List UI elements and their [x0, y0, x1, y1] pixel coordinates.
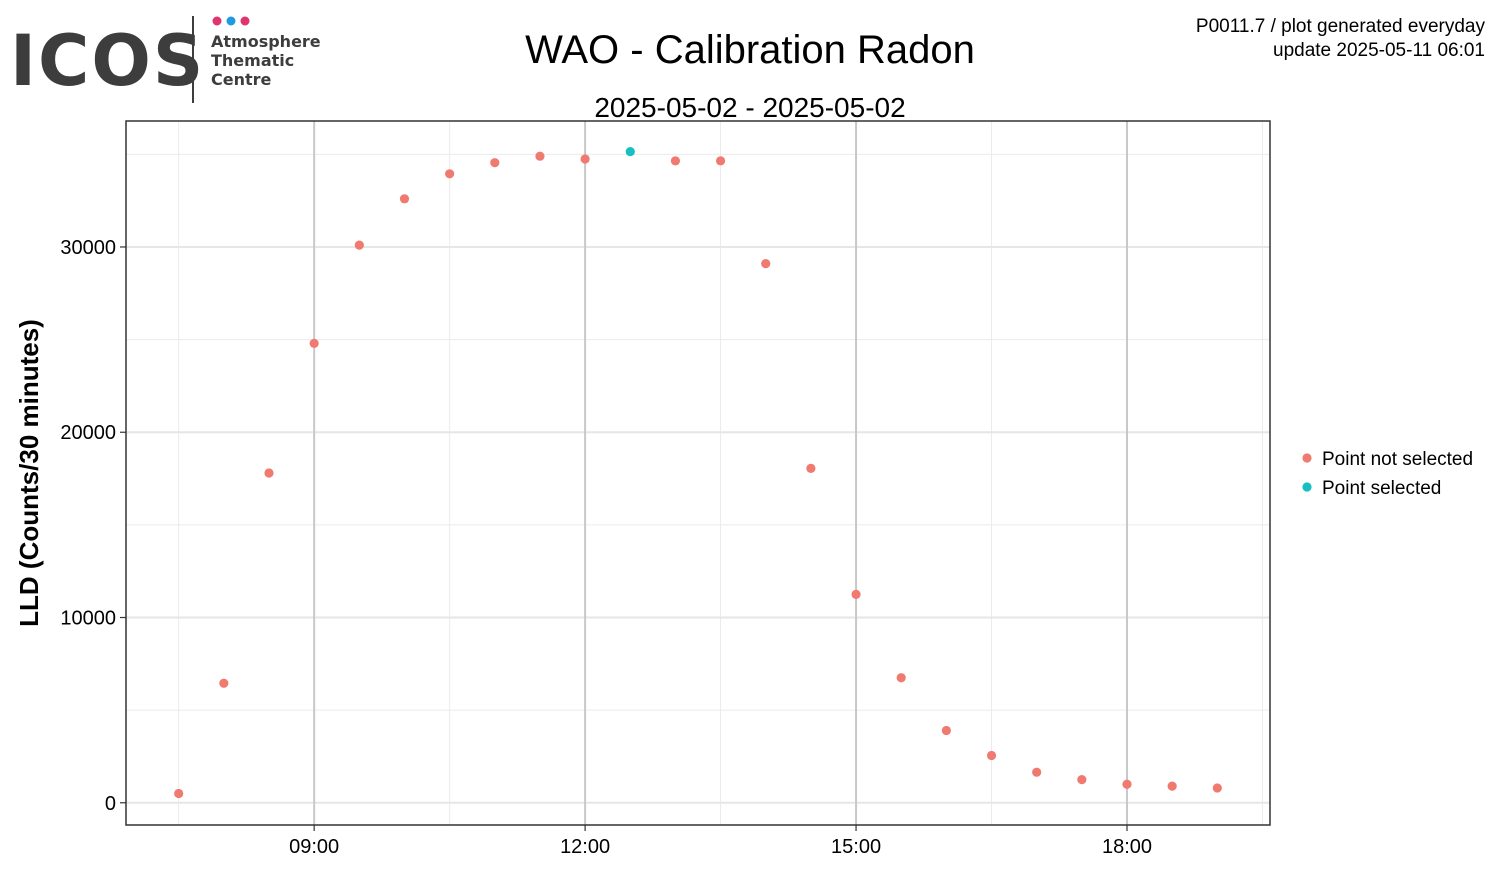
meta-line-2: update 2025-05-11 06:01 [1273, 40, 1485, 61]
legend: Point not selected Point selected [1302, 449, 1473, 499]
x-tick-label: 15:00 [831, 836, 881, 858]
legend-label: Point selected [1322, 478, 1441, 499]
x-tick-label: 18:00 [1102, 836, 1152, 858]
point-not-selected [309, 338, 319, 348]
logo-dot-3 [240, 16, 250, 26]
point-not-selected [580, 154, 590, 164]
point-not-selected [941, 725, 951, 736]
legend-key [1302, 482, 1312, 492]
y-tick-label: 20000 [60, 422, 116, 444]
x-tick-label: 12:00 [560, 836, 610, 858]
grid [126, 121, 1270, 825]
logo-dot-2 [226, 16, 236, 26]
y-axis-label: LLD (Counts/30 minutes) [14, 319, 44, 627]
point-not-selected [1167, 781, 1177, 791]
logo-line-2: Thematic [211, 51, 294, 70]
logo-wordmark: ICOS [10, 20, 205, 102]
point-not-selected [761, 259, 771, 269]
axes: 0 10000 20000 30000 09:00 12:00 15:00 18:00 [60, 237, 1152, 858]
point-not-selected [1032, 767, 1042, 777]
point-not-selected [896, 673, 906, 683]
y-tick-label: 10000 [60, 608, 116, 630]
point-not-selected [445, 169, 455, 179]
point-not-selected [1077, 775, 1087, 785]
icos-logo: ICOS Atmosphere Thematic Centre [10, 16, 321, 103]
point-not-selected [1122, 779, 1132, 789]
point-not-selected [670, 156, 681, 166]
point-not-selected [1212, 783, 1222, 793]
legend-key [1302, 453, 1312, 463]
point-not-selected [354, 240, 364, 250]
x-tick-label: 09:00 [289, 836, 339, 858]
y-tick-label: 30000 [60, 237, 116, 259]
data-points [174, 146, 1222, 799]
logo-dot-1 [212, 16, 222, 26]
point-not-selected [219, 678, 229, 688]
point-not-selected [174, 788, 184, 799]
logo-line-1: Atmosphere [211, 32, 321, 51]
point-not-selected [490, 158, 500, 168]
point-selected [625, 146, 635, 157]
point-not-selected [806, 463, 816, 473]
point-not-selected [264, 468, 274, 478]
plot-frame [125, 120, 1271, 826]
chart-subtitle: 2025-05-02 - 2025-05-02 [594, 92, 905, 123]
point-not-selected [715, 156, 726, 166]
point-not-selected [986, 750, 997, 761]
chart-title: WAO - Calibration Radon [525, 28, 975, 72]
legend-label: Point not selected [1322, 449, 1473, 470]
meta-line-1: P0011.7 / plot generated everyday [1196, 16, 1486, 37]
point-not-selected [399, 194, 410, 204]
point-not-selected [535, 151, 545, 161]
logo-line-3: Centre [211, 70, 272, 89]
point-not-selected [851, 589, 861, 599]
y-tick-label: 0 [105, 793, 116, 815]
